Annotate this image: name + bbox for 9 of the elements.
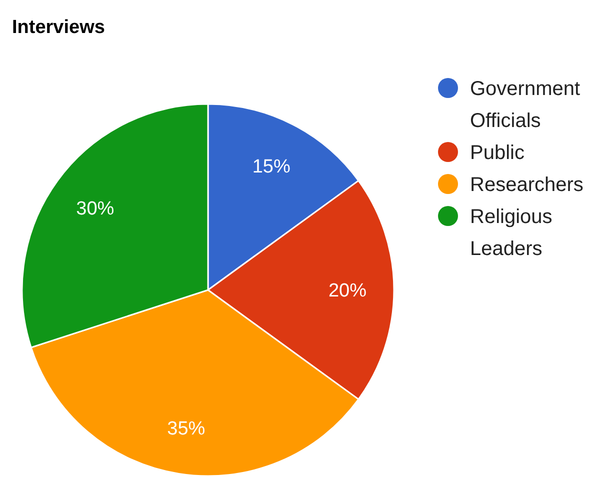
data-label: 35% <box>167 418 206 440</box>
data-label: 20% <box>328 280 367 302</box>
data-label: 15% <box>252 156 290 178</box>
legend-label: Researchers <box>470 174 584 196</box>
legend-label: Government Officials <box>470 78 580 132</box>
legend-label: Religious Leaders <box>470 206 552 260</box>
legend-label: Public <box>470 142 524 164</box>
data-label: 30% <box>76 198 114 220</box>
chart-title: Interviews <box>12 17 105 38</box>
